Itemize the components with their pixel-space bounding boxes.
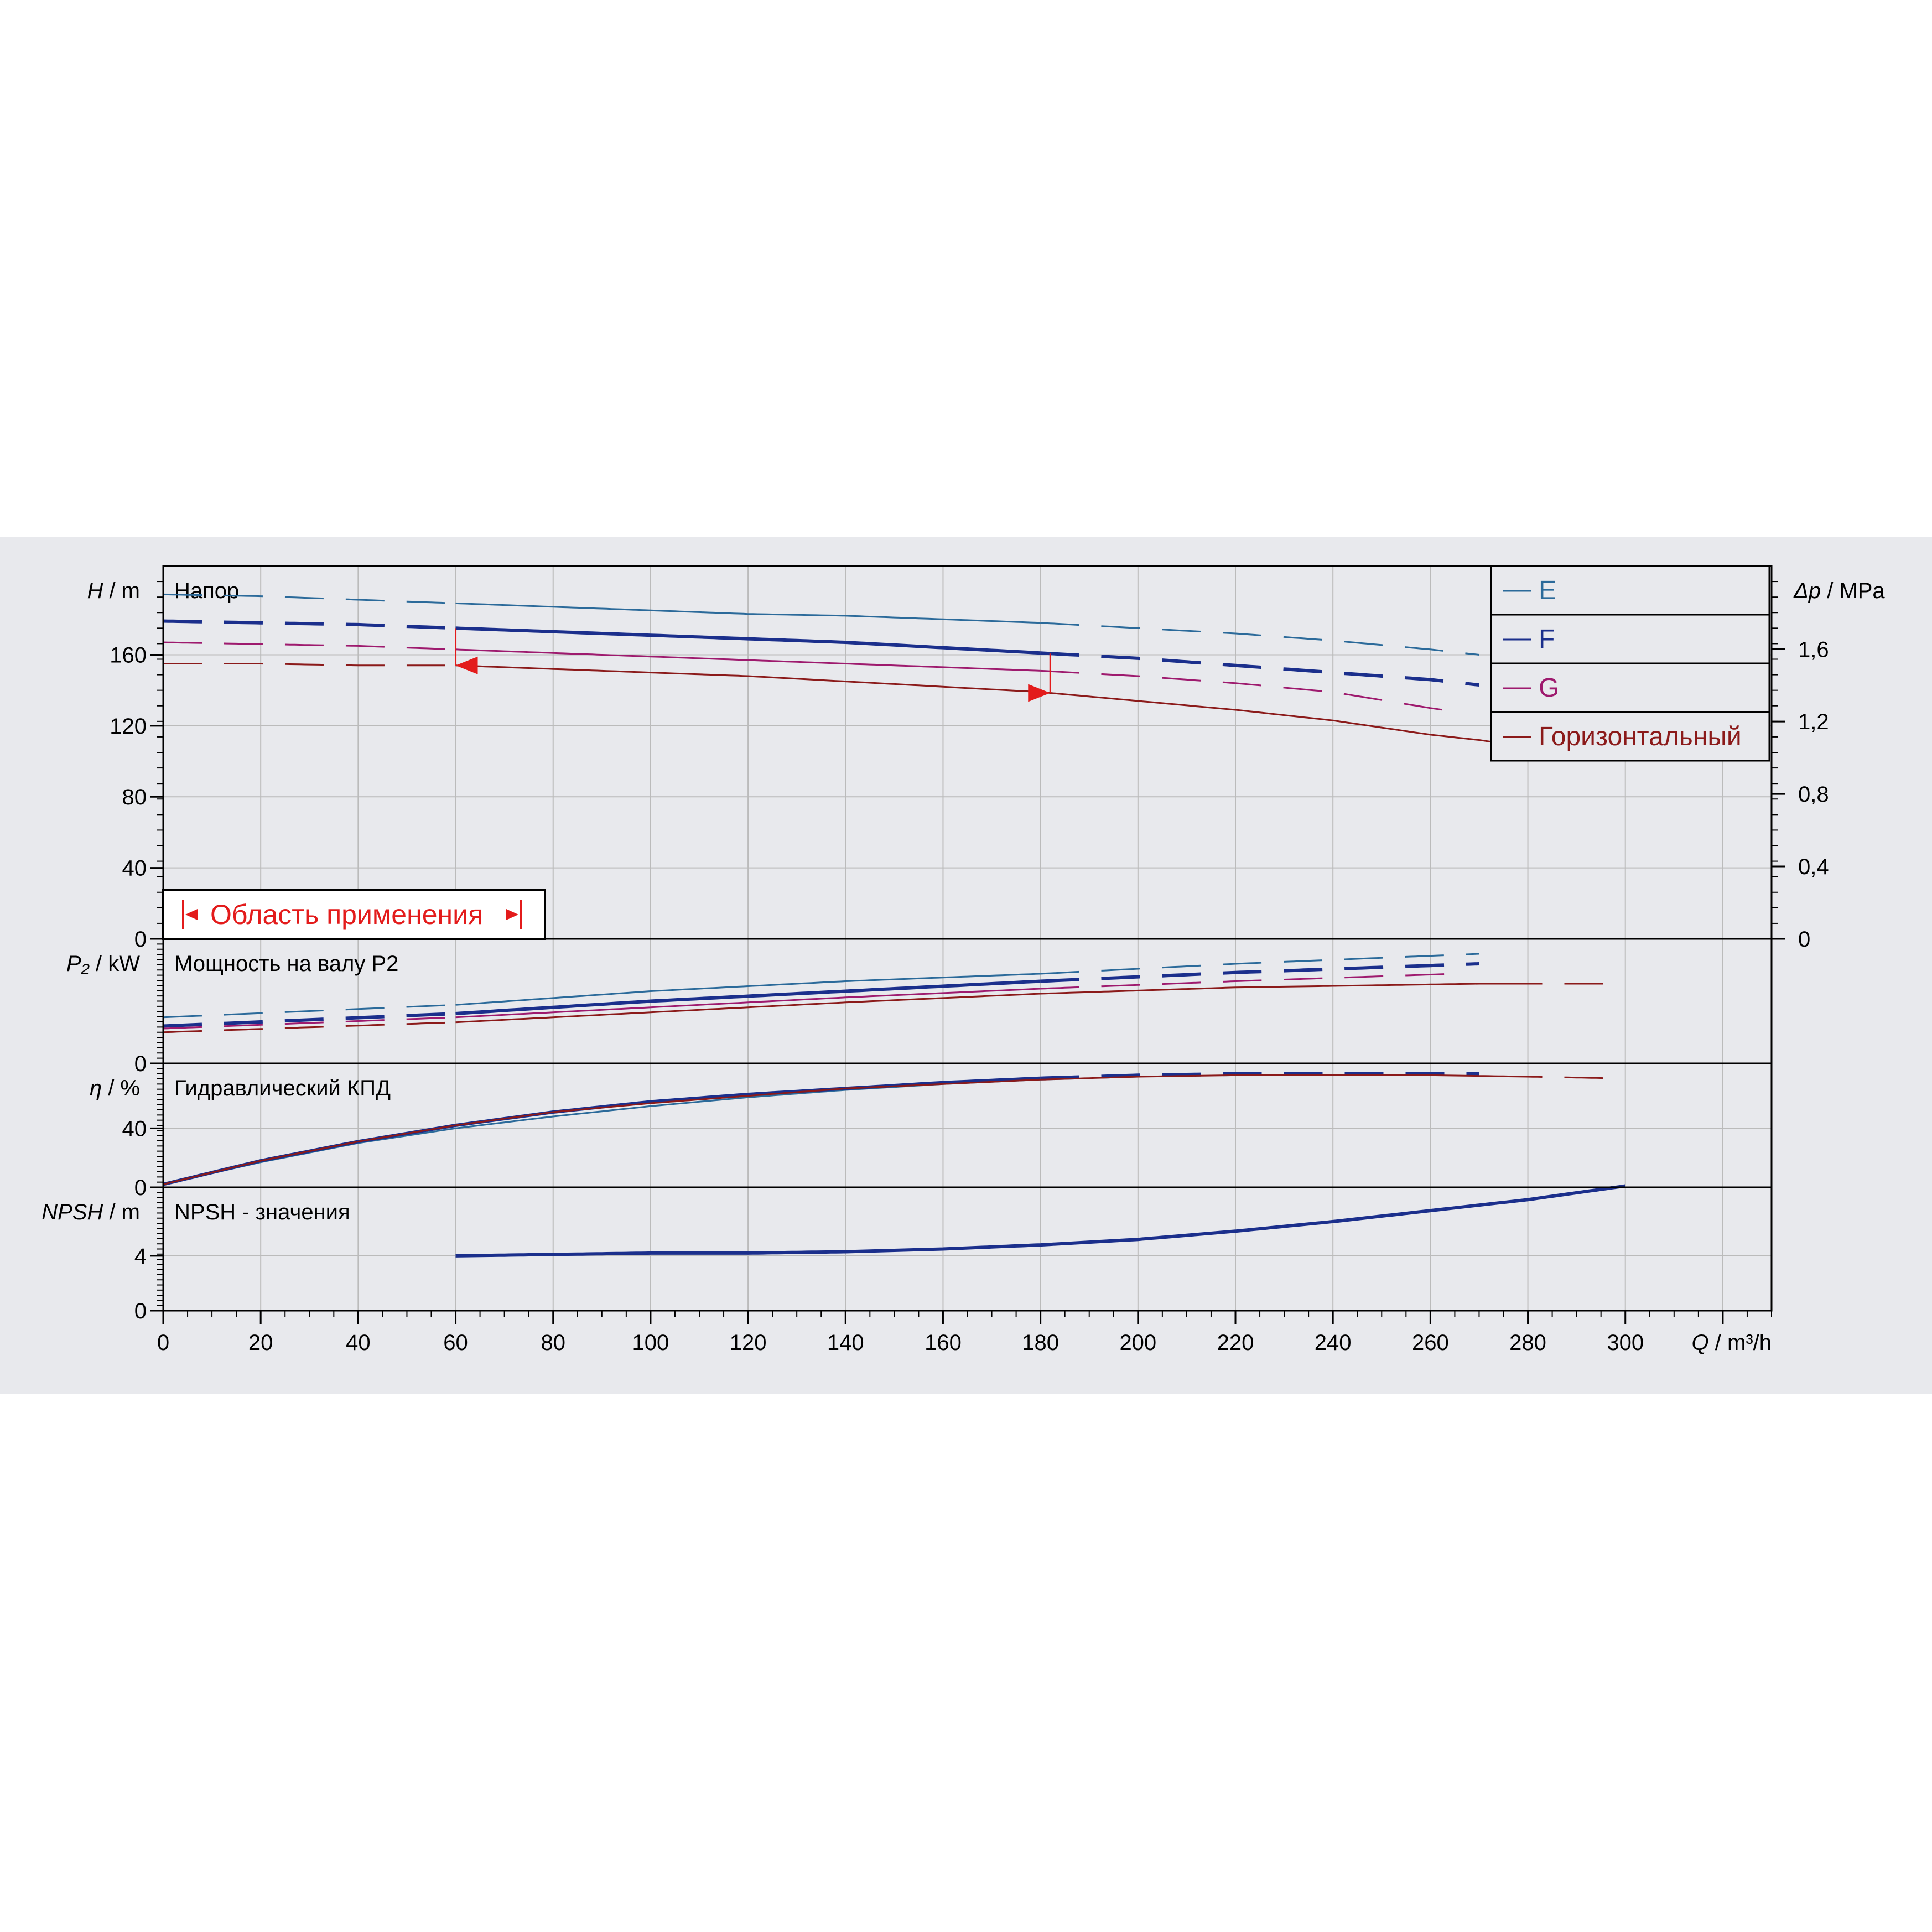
y-tick-label: 0 (134, 927, 147, 952)
x-tick-label: 40 (346, 1331, 371, 1355)
right-tick-label: 0,4 (1798, 855, 1829, 879)
panel-title: Мощность на валу P2 (174, 952, 398, 976)
series-dashed-segment (1040, 622, 1479, 656)
legend: EFG Горизонтальный (1490, 565, 1770, 762)
y-axis-label: P₂ / kW (66, 952, 140, 976)
right-tick-label: 0,8 (1798, 782, 1829, 807)
x-tick-label: 200 (1119, 1331, 1156, 1355)
panel-npsh: 0 4 NPSH / m NPSH - значения (41, 1184, 1773, 1323)
x-tick-label: 20 (248, 1331, 273, 1355)
series-g (163, 973, 1455, 1030)
legend-label: Горизонтальный (1539, 722, 1742, 751)
right-tick-label: 1,6 (1798, 638, 1829, 662)
series-dashed-segment (1040, 953, 1479, 975)
series-solid-segment (455, 988, 1041, 1019)
series-dashed-segment (1040, 1072, 1479, 1080)
series-e (163, 953, 1479, 1019)
series-горизонтальный (163, 1074, 1606, 1186)
series-dashed-segment (1040, 669, 1455, 713)
y-tick-label: 120 (110, 714, 147, 739)
series-solid-segment (455, 973, 1041, 1006)
series-dashed-segment (1040, 973, 1455, 990)
panel-head: 0 40 80 120 160 H / m Напор 0 0,4 0,8 1,2 1,6 Δp / M… (87, 565, 1885, 952)
series-solid-segment (455, 648, 1041, 672)
series-f (163, 619, 1479, 687)
legend-item (1490, 565, 1770, 616)
series-dashed-segment (163, 593, 456, 604)
series-dashed-segment (1040, 651, 1479, 687)
x-tick-label: 140 (827, 1331, 864, 1355)
y-tick-label: 0 (134, 1176, 147, 1200)
x-tick-label: 0 (157, 1331, 169, 1355)
panel-title: Напор (174, 579, 239, 603)
panel-title: Гидравлический КПД (174, 1076, 391, 1100)
series-dashed-segment (163, 619, 456, 630)
range-max-arrow (1028, 684, 1051, 702)
legend-item (1490, 662, 1770, 713)
right-tick-label: 0 (1798, 927, 1810, 952)
y-tick-label: 4 (134, 1244, 147, 1269)
series-f (163, 962, 1479, 1028)
series-solid-segment (455, 626, 1041, 655)
right-tick-label: 1,2 (1798, 710, 1829, 734)
panel-efficiency: 0 40 η / % Гидравлический КПД (90, 1062, 1773, 1200)
x-tick-label: 60 (443, 1331, 468, 1355)
x-tick-label: 100 (632, 1331, 669, 1355)
x-tick-label: 80 (541, 1331, 565, 1355)
right-axis-label: Δp / MPa (1793, 579, 1885, 603)
legend-label: F (1539, 625, 1555, 654)
series-solid-segment (163, 1074, 1504, 1186)
series-dashed-segment (163, 1016, 456, 1030)
annotation-arrow-left (185, 909, 198, 920)
x-tick-label: 260 (1412, 1331, 1449, 1355)
series-f (455, 1184, 1626, 1258)
legend-item (1490, 614, 1770, 664)
series-solid-segment (455, 602, 1041, 624)
range-min-arrow (455, 656, 478, 674)
panel-title: NPSH - значения (174, 1200, 350, 1224)
x-axis-label: Q / m³/h (1692, 1331, 1772, 1355)
application-range-box: Область применения (162, 889, 546, 940)
y-tick-label: 40 (122, 1116, 147, 1141)
panel-power: 0 P₂ / kW Мощность на валу P2 (66, 938, 1773, 1076)
legend-label: G (1539, 673, 1559, 703)
y-tick-label: 0 (134, 1052, 147, 1076)
y-axis-label: H / m (87, 579, 140, 603)
legend-label: E (1539, 576, 1556, 605)
x-axis: 0 20 40 60 80 100 120 140 160 180 200 220 240 260 280 3… (157, 1311, 1772, 1355)
series-solid-segment (455, 664, 1504, 745)
series-горизонтальный (163, 983, 1606, 1033)
annotation-frame (162, 889, 546, 940)
series-solid-segment (455, 1184, 1626, 1258)
series-solid-segment (455, 979, 1041, 1015)
y-tick-label: 0 (134, 1299, 147, 1323)
x-tick-label: 180 (1022, 1331, 1059, 1355)
series-g (163, 641, 1455, 713)
x-tick-label: 300 (1607, 1331, 1644, 1355)
series-solid-segment (455, 983, 1504, 1024)
series-dashed-segment (1040, 962, 1479, 983)
series-dashed-segment (163, 1021, 456, 1033)
application-range-markers (455, 628, 1051, 702)
annotation-arrow-right (506, 909, 518, 920)
x-tick-label: 160 (925, 1331, 962, 1355)
series-dashed-segment (163, 641, 456, 651)
annotation-label: Область применения (210, 899, 483, 930)
y-tick-label: 160 (110, 643, 147, 667)
y-tick-label: 80 (122, 785, 147, 809)
y-tick-label: 40 (122, 856, 147, 881)
x-tick-label: 240 (1315, 1331, 1352, 1355)
series-dashed-segment (1503, 1075, 1606, 1079)
y-axis-label: η / % (90, 1076, 140, 1100)
series-e (163, 593, 1479, 656)
x-tick-label: 220 (1217, 1331, 1254, 1355)
legend-item (1490, 711, 1770, 762)
series-dashed-segment (163, 663, 456, 667)
x-tick-label: 120 (730, 1331, 767, 1355)
series-dashed-segment (163, 1012, 456, 1028)
x-tick-label: 280 (1509, 1331, 1546, 1355)
y-axis-label: NPSH / m (41, 1200, 140, 1224)
series-dashed-segment (163, 1004, 456, 1019)
